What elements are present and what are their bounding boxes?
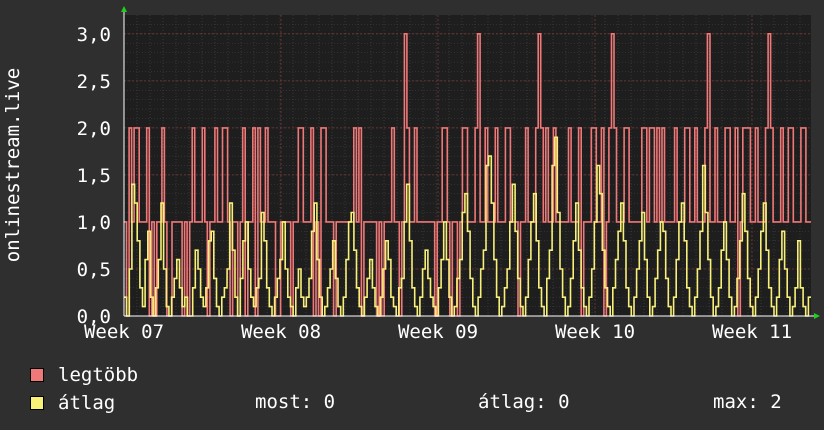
stat-now: most: 0 xyxy=(255,391,336,413)
legend-max-swatch xyxy=(30,368,44,382)
y-tick-label: 0,5 xyxy=(77,259,111,281)
y-tick-label: 2,5 xyxy=(77,71,111,93)
y-tick-label: 1,0 xyxy=(77,212,111,234)
y-axis-label: onlinestream.live xyxy=(2,68,24,262)
ticks: 0,0 0,5 1,0 1,5 2,0 2,5 3,0 Week 07 Week 08 Week … xyxy=(77,24,792,343)
y-tick-label: 1,5 xyxy=(77,165,111,187)
y-tick-label: 2,0 xyxy=(77,118,111,140)
y-tick-label: 3,0 xyxy=(77,24,111,46)
axes xyxy=(121,6,820,319)
y-axis-arrow xyxy=(121,6,127,12)
x-tick-label: Week 07 xyxy=(84,321,164,343)
stat-max: max: 2 xyxy=(713,391,782,413)
series-line-avg xyxy=(124,136,811,317)
x-tick-label: Week 10 xyxy=(555,321,635,343)
x-axis-arrow xyxy=(814,313,820,319)
legend-max: legtöbb xyxy=(30,363,138,387)
legend-avg-swatch xyxy=(30,396,44,410)
legend-avg-label: átlag xyxy=(58,392,116,414)
legend-avg: átlag xyxy=(30,391,115,415)
x-tick-label: Week 11 xyxy=(712,321,792,343)
legend-max-label: legtöbb xyxy=(58,364,139,386)
y-tick-label: 0,0 xyxy=(77,306,111,328)
x-tick-label: Week 09 xyxy=(398,321,478,343)
x-tick-label: Week 08 xyxy=(241,321,321,343)
stat-avg: átlag: 0 xyxy=(478,391,570,413)
